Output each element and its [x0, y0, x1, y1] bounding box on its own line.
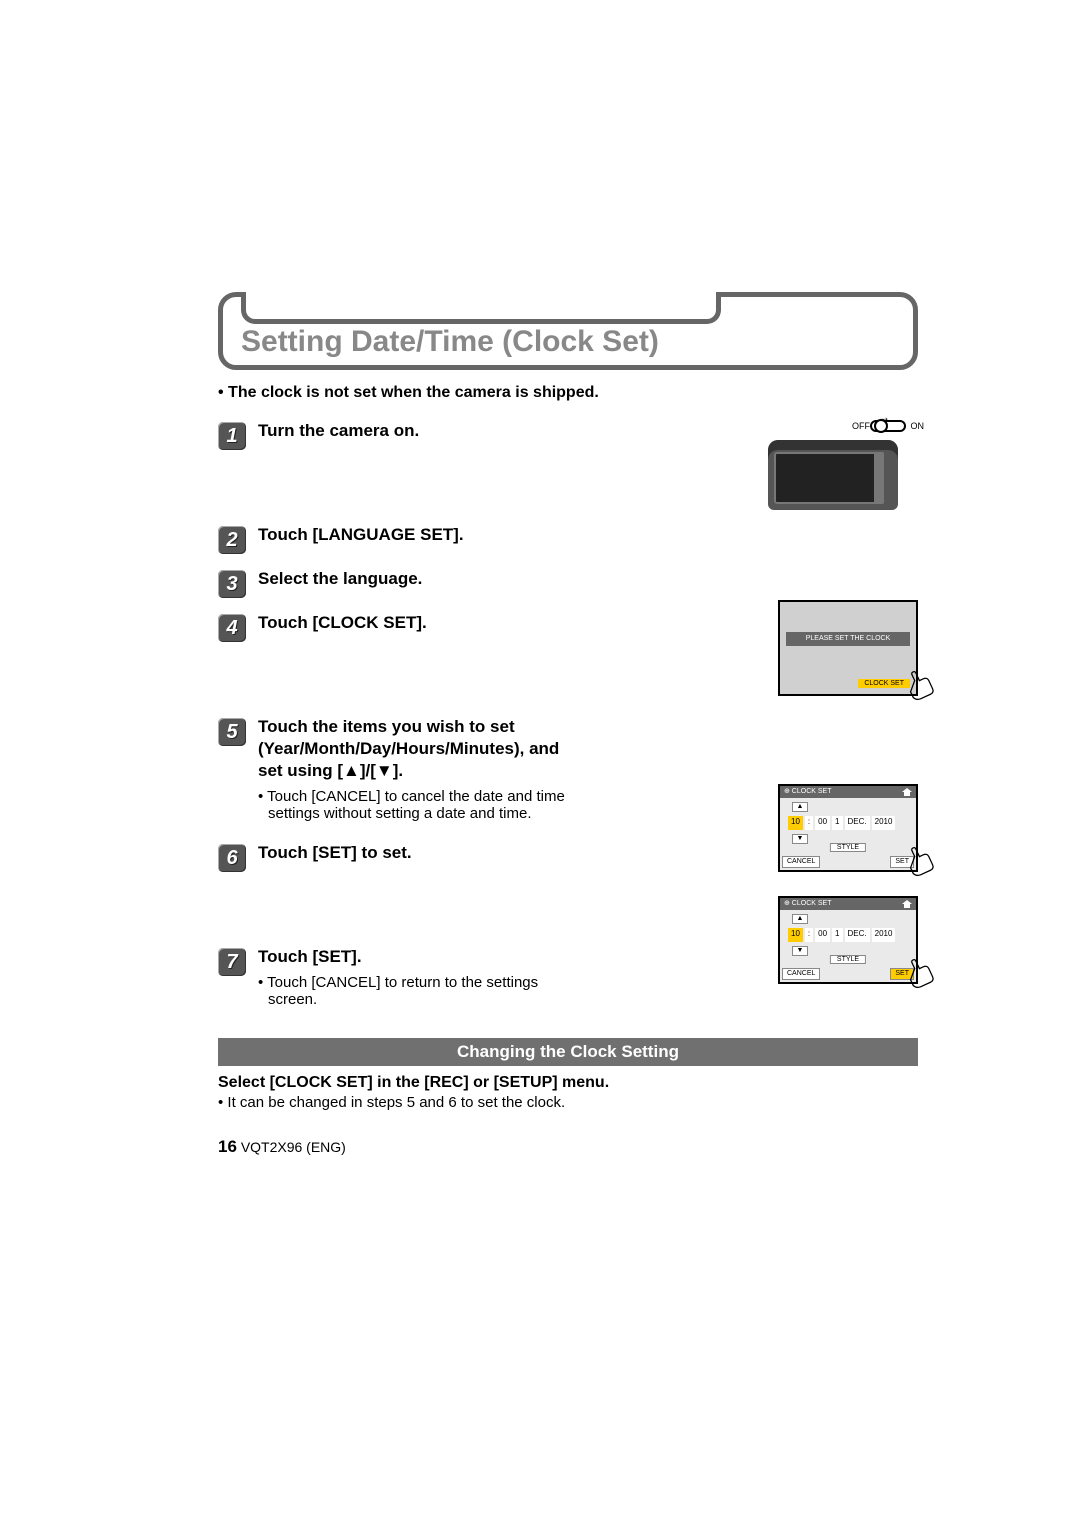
pointing-hand-icon [897, 839, 946, 891]
minutes-cell: 00 [815, 928, 830, 942]
day-cell: 1 [832, 928, 842, 942]
cancel-button-screen: CANCEL [782, 856, 820, 868]
step-number-badge: 6 [218, 844, 246, 872]
screen-illustration-clock-set: ⊕ CLOCK SET ▲ 10 : 00 1 DEC. 2010 ▼ STYL… [778, 896, 918, 984]
step-2: 2 Touch [LANGUAGE SET]. [218, 524, 918, 554]
pointing-hand-icon [897, 663, 946, 715]
year-cell: 2010 [872, 928, 896, 942]
step-number-badge: 4 [218, 614, 246, 642]
cancel-button-screen: CANCEL [782, 968, 820, 980]
power-switch-diagram: OFF → ON [858, 412, 918, 430]
step-title: Touch [SET]. [258, 946, 578, 968]
step-number-badge: 1 [218, 422, 246, 450]
sub-heading-bar: Changing the Clock Setting [218, 1038, 918, 1066]
doc-code: VQT2X96 (ENG) [241, 1139, 346, 1155]
hours-cell: 10 [788, 928, 803, 942]
step-title: Touch [LANGUAGE SET]. [258, 524, 578, 546]
arrow-down-button: ▼ [792, 834, 808, 844]
hours-cell: 10 [788, 816, 803, 830]
screen-prompt-text: PLEASE SET THE CLOCK [786, 632, 910, 646]
month-cell: DEC. [845, 816, 870, 830]
sub-instruction: Select [CLOCK SET] in the [REC] or [SETU… [218, 1074, 918, 1092]
step-number-badge: 3 [218, 570, 246, 598]
style-button: STYLE [830, 955, 866, 964]
style-button: STYLE [830, 843, 866, 852]
manual-page: Setting Date/Time (Clock Set) • The cloc… [218, 292, 918, 1157]
on-label: ON [911, 421, 925, 431]
step-note: Touch [CANCEL] to return to the settings… [258, 974, 578, 1008]
clock-header: ⊕ CLOCK SET [780, 786, 916, 798]
camera-illustration: OFF → ON [768, 420, 918, 510]
step-title: Touch [CLOCK SET]. [258, 612, 578, 634]
page-footer: 16 VQT2X96 (ENG) [218, 1137, 918, 1157]
off-label: OFF [852, 421, 870, 431]
step-title: Touch [SET] to set. [258, 842, 578, 864]
minutes-cell: 00 [815, 816, 830, 830]
page-number: 16 [218, 1137, 237, 1156]
colon: : [805, 928, 813, 942]
year-cell: 2010 [872, 816, 896, 830]
date-row: 10 : 00 1 DEC. 2010 [788, 928, 908, 942]
colon: : [805, 816, 813, 830]
arrow-up-button: ▲ [792, 802, 808, 812]
sub-note: • It can be changed in steps 5 and 6 to … [218, 1094, 918, 1111]
date-row: 10 : 00 1 DEC. 2010 [788, 816, 908, 830]
step-number-badge: 2 [218, 526, 246, 554]
step-note: Touch [CANCEL] to cancel the date and ti… [258, 788, 578, 822]
steps-list: 1 Turn the camera on. OFF → ON 2 Touc [218, 420, 918, 1008]
step-title: Touch the items you wish to set (Year/Mo… [258, 716, 578, 782]
screen-illustration-clock-edit: ⊕ CLOCK SET ▲ 10 : 00 1 DEC. 2010 ▼ STYL… [778, 784, 918, 872]
step-title: Select the language. [258, 568, 578, 590]
section-title: Setting Date/Time (Clock Set) [241, 325, 659, 359]
arrow-up-button: ▲ [792, 914, 808, 924]
screen-illustration-clock-prompt: PLEASE SET THE CLOCK CLOCK SET [778, 600, 918, 696]
clock-header: ⊕ CLOCK SET [780, 898, 916, 910]
step-title: Turn the camera on. [258, 420, 578, 442]
step-number-badge: 5 [218, 718, 246, 746]
intro-text: • The clock is not set when the camera i… [218, 384, 918, 402]
section-title-frame: Setting Date/Time (Clock Set) [218, 292, 918, 370]
step-number-badge: 7 [218, 948, 246, 976]
section-title-tab [241, 292, 721, 324]
month-cell: DEC. [845, 928, 870, 942]
arrow-down-button: ▼ [792, 946, 808, 956]
step-3: 3 Select the language. [218, 568, 918, 598]
day-cell: 1 [832, 816, 842, 830]
